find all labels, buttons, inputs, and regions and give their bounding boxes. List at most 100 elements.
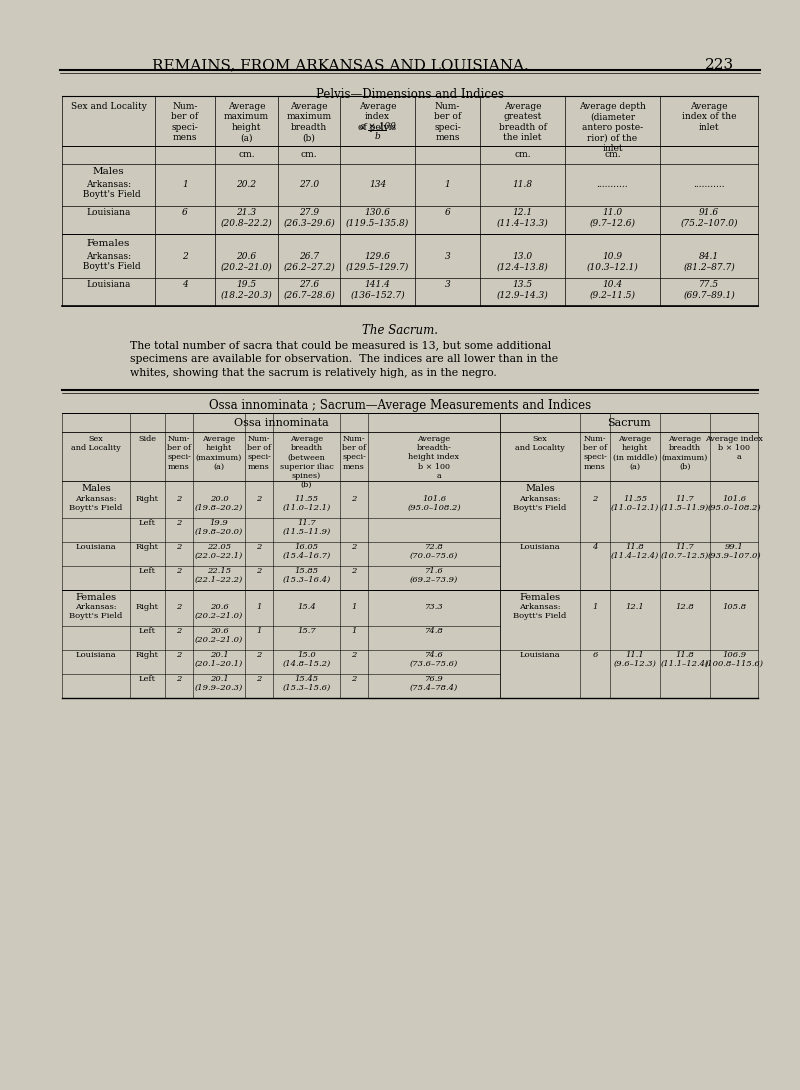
Text: 3: 3 <box>445 280 450 289</box>
Text: 22.05
(22.0–22.1): 22.05 (22.0–22.1) <box>195 543 243 560</box>
Text: Average
height
(maximum)
(a): Average height (maximum) (a) <box>196 435 242 471</box>
Text: Arkansas:
Boytt's Field: Arkansas: Boytt's Field <box>514 603 566 620</box>
Text: 12.1: 12.1 <box>626 603 644 611</box>
Text: 223: 223 <box>706 58 734 72</box>
Text: 1: 1 <box>351 627 357 635</box>
Text: REMAINS, FROM ARKANSAS AND LOUISIANA.: REMAINS, FROM ARKANSAS AND LOUISIANA. <box>152 58 528 72</box>
Text: Males: Males <box>93 167 124 175</box>
Text: Pelvis—Dimensions and Indices: Pelvis—Dimensions and Indices <box>316 88 504 101</box>
Text: 2: 2 <box>176 603 182 611</box>
Text: Ossa innominata ; Sacrum—Average Measurements and Indices: Ossa innominata ; Sacrum—Average Measure… <box>209 399 591 412</box>
Text: Left: Left <box>139 675 156 683</box>
Text: Average
index of the
inlet: Average index of the inlet <box>682 102 736 132</box>
Text: 91.6
(75.2–107.0): 91.6 (75.2–107.0) <box>680 208 738 228</box>
Text: 1: 1 <box>182 180 188 189</box>
Text: ...........: ........... <box>693 180 725 189</box>
Text: whites, showing that the sacrum is relatively high, as in the negro.: whites, showing that the sacrum is relat… <box>130 368 497 378</box>
Text: 84.1
(81.2–87.7): 84.1 (81.2–87.7) <box>683 252 735 271</box>
Text: 15.45
(15.3–15.6): 15.45 (15.3–15.6) <box>282 675 330 692</box>
Text: 26.7
(26.2–27.2): 26.7 (26.2–27.2) <box>283 252 335 271</box>
Text: Left: Left <box>139 567 156 576</box>
Text: 15.4: 15.4 <box>297 603 316 611</box>
Text: 2: 2 <box>176 543 182 552</box>
Text: 130.6
(119.5–135.8): 130.6 (119.5–135.8) <box>346 208 409 228</box>
Text: Sex
and Locality: Sex and Locality <box>515 435 565 452</box>
Text: 1: 1 <box>592 603 598 611</box>
Text: 27.0: 27.0 <box>299 180 319 189</box>
Text: Average depth
(diameter
antero poste-
rior) of the
inlet: Average depth (diameter antero poste- ri… <box>579 102 646 153</box>
Text: cm.: cm. <box>604 150 621 159</box>
Text: cm.: cm. <box>514 150 531 159</box>
Text: 10.9
(10.3–12.1): 10.9 (10.3–12.1) <box>586 252 638 271</box>
Text: 20.6
(20.2–21.0): 20.6 (20.2–21.0) <box>195 627 243 644</box>
Text: 2: 2 <box>176 567 182 576</box>
Text: 11.0
(9.7–12.6): 11.0 (9.7–12.6) <box>590 208 635 228</box>
Text: Arkansas:
Boytt's Field: Arkansas: Boytt's Field <box>70 603 122 620</box>
Text: 74.6
(73.6–75.6): 74.6 (73.6–75.6) <box>410 651 458 668</box>
Text: Females: Females <box>519 593 561 602</box>
Text: Average
breadth-
height index
b × 100
    a: Average breadth- height index b × 100 a <box>409 435 459 480</box>
Text: Sex and Locality: Sex and Locality <box>70 102 146 111</box>
Text: 21.3
(20.8–22.2): 21.3 (20.8–22.2) <box>221 208 272 228</box>
Text: Average
breadth
(between
superior iliac
spines)
(b): Average breadth (between superior iliac … <box>279 435 334 489</box>
Text: 105.8: 105.8 <box>722 603 746 611</box>
Text: Females: Females <box>75 593 117 602</box>
Text: 2: 2 <box>176 495 182 502</box>
Text: Average
greatest
breadth of
the inlet: Average greatest breadth of the inlet <box>498 102 546 142</box>
Text: 20.1
(20.1–20.1): 20.1 (20.1–20.1) <box>195 651 243 668</box>
Text: Arkansas:
Boytt's Field: Arkansas: Boytt's Field <box>70 495 122 512</box>
Text: Left: Left <box>139 627 156 635</box>
Text: 20.6
(20.2–21.0): 20.6 (20.2–21.0) <box>195 603 243 620</box>
Text: Average
maximum
height
(a): Average maximum height (a) <box>224 102 269 142</box>
Text: 27.6
(26.7–28.6): 27.6 (26.7–28.6) <box>283 280 335 300</box>
Text: 19.9
(19.8–20.0): 19.9 (19.8–20.0) <box>195 519 243 536</box>
Text: 101.6
(95.0–108.2): 101.6 (95.0–108.2) <box>707 495 761 512</box>
Text: 106.9
(100.8–115.6): 106.9 (100.8–115.6) <box>705 651 763 668</box>
Text: 2: 2 <box>176 627 182 635</box>
Text: 101.6
(95.0–108.2): 101.6 (95.0–108.2) <box>407 495 461 512</box>
Text: b: b <box>374 132 380 141</box>
Text: 15.0
(14.8–15.2): 15.0 (14.8–15.2) <box>282 651 330 668</box>
Text: 134: 134 <box>369 180 386 189</box>
Text: 2: 2 <box>256 495 262 502</box>
Text: 2: 2 <box>256 543 262 552</box>
Text: 2: 2 <box>592 495 598 502</box>
Text: 1: 1 <box>445 180 450 189</box>
Text: Females: Females <box>87 239 130 249</box>
Text: Right: Right <box>136 651 159 659</box>
Text: 2: 2 <box>176 651 182 659</box>
Text: 11.7
(11.5–11.9): 11.7 (11.5–11.9) <box>282 519 330 536</box>
Text: 2: 2 <box>182 252 188 261</box>
Text: 16.05
(15.4–16.7): 16.05 (15.4–16.7) <box>282 543 330 560</box>
Text: 2: 2 <box>256 675 262 683</box>
Text: 3: 3 <box>445 252 450 261</box>
Text: 141.4
(136–152.7): 141.4 (136–152.7) <box>350 280 405 300</box>
Text: Arkansas:
  Boytt's Field: Arkansas: Boytt's Field <box>77 252 140 271</box>
Text: Sex
and Locality: Sex and Locality <box>71 435 121 452</box>
Text: 1: 1 <box>256 603 262 611</box>
Text: 76.9
(75.4–78.4): 76.9 (75.4–78.4) <box>410 675 458 692</box>
Text: Right: Right <box>136 543 159 552</box>
Text: Average
index
of pelvis: Average index of pelvis <box>358 102 397 132</box>
Text: 72.8
(70.0–75.6): 72.8 (70.0–75.6) <box>410 543 458 560</box>
Text: 11.1
(9.6–12.3): 11.1 (9.6–12.3) <box>614 651 657 668</box>
Text: 20.2: 20.2 <box>237 180 257 189</box>
Text: 2: 2 <box>351 495 357 502</box>
Text: 11.55
(11.0–12.1): 11.55 (11.0–12.1) <box>282 495 330 512</box>
Text: 15.7: 15.7 <box>297 627 316 635</box>
Text: 20.0
(19.8–20.2): 20.0 (19.8–20.2) <box>195 495 243 512</box>
Text: 13.0
(12.4–13.8): 13.0 (12.4–13.8) <box>497 252 548 271</box>
Text: Males: Males <box>81 484 111 493</box>
Text: Sacrum: Sacrum <box>607 417 651 428</box>
Text: 2: 2 <box>351 543 357 552</box>
Text: Louisiana: Louisiana <box>86 280 130 289</box>
Text: 12.8: 12.8 <box>676 603 694 611</box>
Text: cm.: cm. <box>301 150 318 159</box>
Text: 2: 2 <box>351 567 357 576</box>
Text: Num-
ber of
speci-
mens: Num- ber of speci- mens <box>167 435 191 471</box>
Text: Side: Side <box>138 435 157 443</box>
Text: 1: 1 <box>256 627 262 635</box>
Text: 11.8: 11.8 <box>513 180 533 189</box>
Text: 6: 6 <box>182 208 188 217</box>
Text: Num-
ber of
speci-
mens: Num- ber of speci- mens <box>583 435 607 471</box>
